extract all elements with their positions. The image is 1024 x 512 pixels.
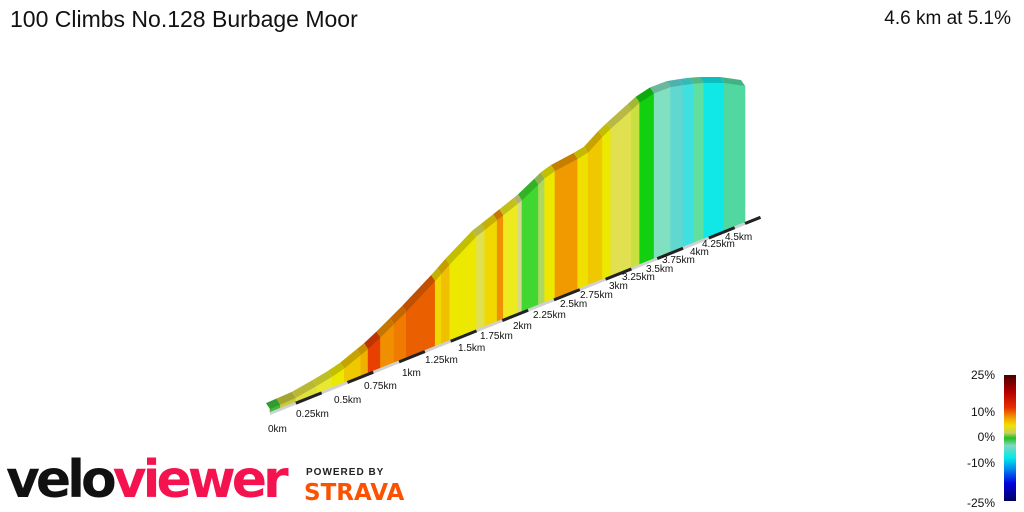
distance-tick-label: 3.5km [646,264,673,275]
distance-tick-label: 4.25km [702,239,735,250]
page-title: 100 Climbs No.128 Burbage Moor [10,6,358,32]
profile-segment-top [627,96,640,111]
profile-segment-top [445,230,477,265]
profile-segment [724,82,746,231]
profile-segment [441,263,450,344]
climb-summary: 4.6 km at 5.1% [884,8,1011,29]
profile-segment [434,273,442,347]
profile-segment [577,152,589,290]
profile-segment-top [364,331,381,350]
distance-tick-label: 1.75km [480,331,513,342]
gradient-legend: 25% 10% 0% -10% -25% [967,368,1016,510]
profile-segment-top [573,146,589,159]
legend-label: 0% [978,430,996,444]
profile-segment-top [517,178,539,201]
profile-segment [587,135,603,286]
distance-tick-label: 1.5km [458,343,485,354]
profile-segment-top [699,76,725,84]
profile-segment [670,84,684,253]
profile-segment-top [472,224,485,237]
profile-segment-top [340,349,361,369]
profile-segment-top [666,79,684,88]
profile-segment [554,158,579,299]
distance-tick-label: 0.75km [364,381,397,392]
legend-label: -25% [967,496,995,510]
profile-segment [639,92,655,265]
profile-segment-top [431,268,442,281]
profile-segment-top [650,81,671,94]
profile-segment [544,170,556,303]
distance-tick-label: 2km [513,321,532,332]
profile-segment [476,229,486,330]
profile-segment-top [720,76,745,86]
legend-label: 25% [971,368,995,382]
profile-segment [631,102,640,268]
profile-segment [538,177,545,306]
profile-segment [703,82,725,239]
legend-label: 10% [971,405,995,419]
profile-segment-top [291,380,317,398]
veloviewer-logo[interactable]: veloviewer [6,450,289,510]
profile-segment [602,128,612,280]
distance-tick-label: 0.25km [296,409,329,420]
distance-tick-label: 4km [690,247,709,258]
profile-3d-ribbon [266,76,746,413]
distance-tick-label: 1.25km [425,355,458,366]
distance-tick-label: 3.25km [622,272,655,283]
profile-segment-top [606,104,632,129]
profile-segment [682,83,694,248]
profile-segment-top [679,77,694,86]
distance-tick-label: 4.5km [725,232,752,243]
profile-segment-top [635,87,655,103]
distance-tick-label: 3.75km [662,255,695,266]
distance-tick-label: 2.5km [560,299,587,310]
strava-logo[interactable]: STRAVA [304,480,405,506]
profile-segment-top [584,130,603,153]
profile-segment-top [266,398,281,410]
profile-segment-top [689,77,704,84]
profile-segment-top [389,305,407,325]
profile-segment-top [437,258,450,275]
profile-segment [496,214,504,322]
profile-segment-top [540,165,555,179]
profile-segment [653,86,671,259]
profile-segment-top [376,318,394,338]
profile-segment-top [534,172,545,185]
profile-segment-top [499,197,518,216]
distance-tick-label: 2.75km [580,290,613,301]
distance-tick-label: 0km [268,424,287,435]
distance-tick-label: 1km [402,368,421,379]
distance-tick-label: 0.5km [334,395,361,406]
distance-tick-label: 2.25km [533,310,566,321]
profile-segment [521,183,539,312]
profile-segment-top [513,194,522,204]
profile-segment-top [327,362,345,377]
profile-segment-top [493,209,504,221]
powered-by-label: POWERED BY [306,467,385,478]
profile-segment-top [312,370,332,387]
profile-segment [610,109,632,277]
profile-segment-top [480,214,498,231]
profile-segment [484,219,498,327]
profile-segment [517,199,523,314]
profile-segment-top [402,274,436,312]
profile-segment [503,203,519,320]
distance-tick-label: 3km [609,281,628,292]
gradient-colorbar [1004,375,1016,501]
profile-segment-top [598,122,611,137]
profile-segment-top [276,391,296,405]
legend-label: -10% [967,456,995,470]
profile-segment-top [551,152,578,171]
logo-viewer-text: viewer [112,450,289,510]
logo-velo-text: velo [6,450,117,510]
profile-segment [693,82,704,244]
profile-segment-top [356,343,369,356]
